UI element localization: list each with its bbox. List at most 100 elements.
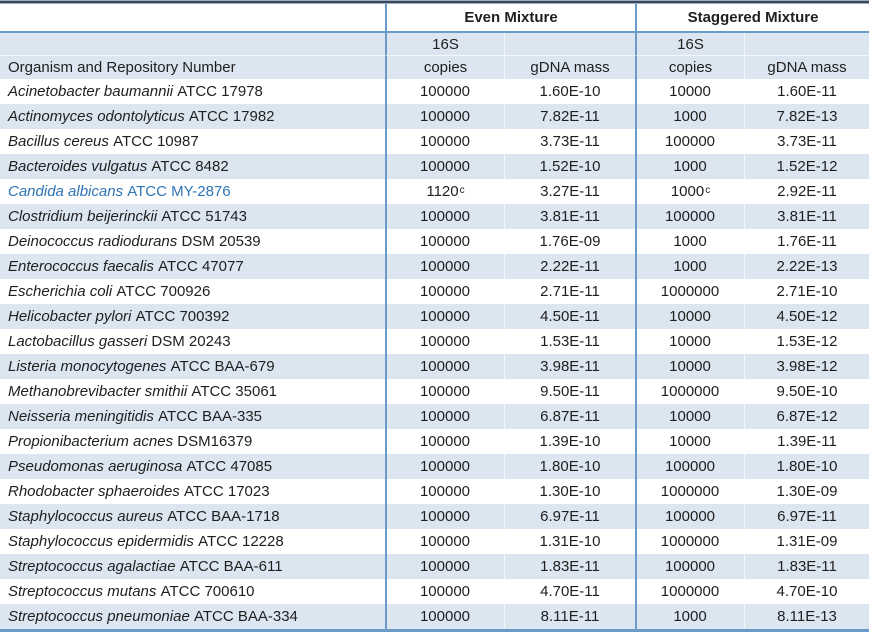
organism-name: Staphylococcus epidermidis <box>8 533 194 550</box>
even-16s-copies-cell: 100000 <box>385 204 505 229</box>
organism-cell: Propionibacterium acnes DSM16379 <box>0 429 385 454</box>
repository-number: ATCC BAA-611 <box>179 558 283 575</box>
table-top-border <box>0 0 869 4</box>
repository-number: ATCC BAA-679 <box>170 358 275 375</box>
organism-cell: Escherichia coli ATCC 700926 <box>0 279 385 304</box>
staggered-gdna-mass-cell: 1.76E-11 <box>745 229 869 254</box>
even-16s-copies-value: 100000 <box>419 233 471 250</box>
even-16s-copies-value: 100000 <box>419 258 471 275</box>
organism-cell: Streptococcus agalactiae ATCC BAA-611 <box>0 554 385 579</box>
staggered-gdna-mass-cell: 1.60E-11 <box>745 79 869 104</box>
even-16s-copies-value: 100000 <box>419 508 471 525</box>
organism-name: Staphylococcus aureus <box>8 508 164 525</box>
even-16s-copies-value: 100000 <box>419 358 471 375</box>
staggered-16s-copies-cell: 100000 <box>635 204 745 229</box>
staggered-gdna-mass-cell: 3.81E-11 <box>745 204 869 229</box>
table-row: Deinococcus radiodurans DSM 20539 100000… <box>0 229 869 254</box>
repository-number: ATCC 700392 <box>135 308 230 325</box>
table-row: Lactobacillus gasseri DSM 20243 100000 1… <box>0 329 869 354</box>
even-gdna-mass-cell: 1.83E-11 <box>505 554 635 579</box>
even-16s-copies-value: 100000 <box>419 583 471 600</box>
organism-name: Streptococcus mutans <box>8 583 157 600</box>
staggered-16s-label: 16S <box>635 33 745 56</box>
staggered-16s-copies-value: 10000 <box>669 333 711 350</box>
table-row: Acinetobacter baumannii ATCC 17978 10000… <box>0 79 869 104</box>
header-spacer <box>505 33 635 56</box>
even-16s-copies-value: 100000 <box>419 158 471 175</box>
staggered-gdna-mass-value: 4.70E-10 <box>776 583 838 600</box>
table-row: Staphylococcus aureus ATCC BAA-1718 1000… <box>0 504 869 529</box>
staggered-gdna-mass-cell: 1.53E-12 <box>745 329 869 354</box>
even-16s-copies-cell: 100000 <box>385 554 505 579</box>
staggered-gdna-mass-cell: 1.83E-11 <box>745 554 869 579</box>
staggered-16s-copies-cell: 10000 <box>635 304 745 329</box>
staggered-gdna-mass-cell: 6.87E-12 <box>745 404 869 429</box>
staggered-gdna-mass-cell: 9.50E-10 <box>745 379 869 404</box>
even-gdna-mass-cell: 2.22E-11 <box>505 254 635 279</box>
staggered-gdna-mass-value: 6.87E-12 <box>776 408 838 425</box>
organism-cell: Neisseria meningitidis ATCC BAA-335 <box>0 404 385 429</box>
staggered-16s-copies-cell: 1000 <box>635 604 745 629</box>
staggered-16s-copies-value: 1000 <box>673 158 707 175</box>
organism-name: Methanobrevibacter smithii <box>8 383 188 400</box>
table-row: Enterococcus faecalis ATCC 47077 100000 … <box>0 254 869 279</box>
even-16s-copies-cell: 100000 <box>385 379 505 404</box>
even-16s-copies-value: 100000 <box>419 433 471 450</box>
repository-number: DSM16379 <box>177 433 253 450</box>
even-16s-copies-value: 100000 <box>419 208 471 225</box>
even-gdna-mass-value: 2.71E-11 <box>540 283 600 300</box>
organism-name: Lactobacillus gasseri <box>8 333 148 350</box>
organism-cell: Bacillus cereus ATCC 10987 <box>0 129 385 154</box>
even-gdna-mass-cell: 1.30E-10 <box>505 479 635 504</box>
even-gdna-mass-value: 1.83E-11 <box>540 558 600 575</box>
staggered-gdna-mass-value: 3.98E-12 <box>776 358 838 375</box>
organism-name: Escherichia coli <box>8 283 113 300</box>
staggered-16s-copies-cell: 10000 <box>635 429 745 454</box>
even-16s-copies-value: 100000 <box>419 83 471 100</box>
staggered-16s-copies-value: 1000 <box>673 233 707 250</box>
even-16s-copies-cell: 100000 <box>385 79 505 104</box>
staggered-16s-copies-cell: 1000 c <box>635 179 745 204</box>
table-row: Streptococcus mutans ATCC 700610 100000 … <box>0 579 869 604</box>
even-gdna-mass-cell: 3.98E-11 <box>505 354 635 379</box>
repository-number: ATCC 17023 <box>183 483 270 500</box>
repository-number: ATCC BAA-334 <box>193 608 298 625</box>
organism-name: Neisseria meningitidis <box>8 408 154 425</box>
even-16s-copies-cell: 100000 <box>385 504 505 529</box>
even-16s-copies-value: 100000 <box>419 558 471 575</box>
even-gdna-mass-value: 1.53E-11 <box>540 333 600 350</box>
staggered-gdna-mass-value: 2.71E-10 <box>776 283 838 300</box>
staggered-16s-copies-value: 100000 <box>664 508 716 525</box>
staggered-16s-copies-cell: 1000 <box>635 154 745 179</box>
staggered-gdna-mass-value: 3.73E-11 <box>777 133 837 150</box>
even-16s-copies-value: 100000 <box>419 408 471 425</box>
staggered-16s-copies-value: 1000 <box>673 608 707 625</box>
even-16s-copies-cell: 100000 <box>385 229 505 254</box>
table-row: Methanobrevibacter smithii ATCC 35061 10… <box>0 379 869 404</box>
organism-cell: Deinococcus radiodurans DSM 20539 <box>0 229 385 254</box>
organism-name: Listeria monocytogenes <box>8 358 167 375</box>
even-gdna-mass-value: 6.87E-11 <box>540 408 600 425</box>
staggered-16s-copies-value: 10000 <box>669 83 711 100</box>
even-16s-copies-cell: 100000 <box>385 304 505 329</box>
staggered-16s-copies-value: 1000000 <box>660 533 720 550</box>
even-16s-copies-cell: 100000 <box>385 604 505 629</box>
column-header-row-1: 16S 16S <box>0 33 869 56</box>
repository-number: ATCC 17978 <box>177 83 263 100</box>
even-16s-copies-cell: 100000 <box>385 354 505 379</box>
even-gdna-mass-value: 4.50E-11 <box>540 308 600 325</box>
even-gdna-mass-cell: 8.11E-11 <box>505 604 635 629</box>
staggered-16s-copies-value: 100000 <box>664 208 716 225</box>
staggered-16s-copies-value: 1000 <box>673 258 707 275</box>
even-gdna-mass-cell: 9.50E-11 <box>505 379 635 404</box>
staggered-16s-copies-cell: 10000 <box>635 329 745 354</box>
staggered-gdna-mass-cell: 7.82E-13 <box>745 104 869 129</box>
even-16s-copies-value: 100000 <box>419 308 471 325</box>
staggered-16s-copies-cell: 1000000 <box>635 529 745 554</box>
even-16s-copies-value: 100000 <box>419 333 471 350</box>
table-row: Bacillus cereus ATCC 10987 100000 3.73E-… <box>0 129 869 154</box>
staggered-16s-copies-cell: 1000 <box>635 254 745 279</box>
even-gdna-mass-cell: 1.53E-11 <box>505 329 635 354</box>
staggered-gdna-mass-value: 3.81E-11 <box>777 208 837 225</box>
staggered-gdna-mass-value: 1.52E-12 <box>776 158 838 175</box>
